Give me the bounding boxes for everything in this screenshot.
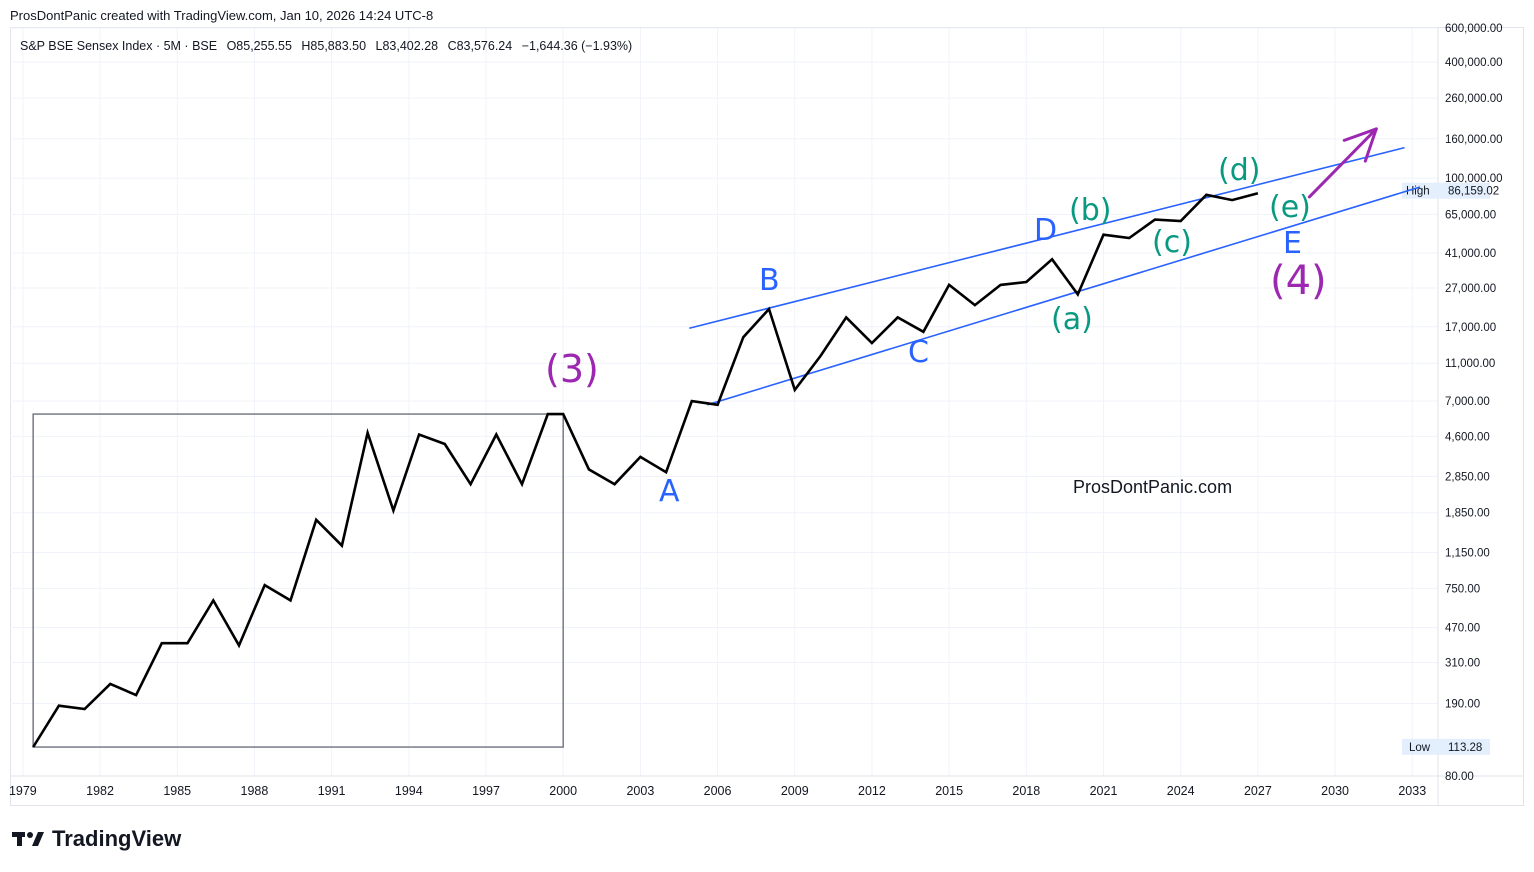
high-marker-bg	[1402, 182, 1490, 199]
drawings	[32, 127, 1421, 748]
x-tick-label: 2000	[549, 784, 577, 798]
y-tick-label: 310.00	[1445, 657, 1480, 669]
y-tick-label: 470.00	[1445, 623, 1480, 635]
forecast-arrow-shaft	[1307, 127, 1378, 199]
channel-lower-line	[707, 186, 1421, 406]
y-tick-label: 65,000.00	[1445, 209, 1496, 221]
y-tick-label: 1,850.00	[1445, 508, 1490, 520]
chart-credit: ProsDontPanic created with TradingView.c…	[10, 8, 434, 23]
tradingview-brand[interactable]: TradingView	[12, 826, 181, 852]
symbol-legend[interactable]: S&P BSE Sensex Index · 5M · BSE O85,255.…	[20, 39, 638, 53]
y-tick-label: 4,600.00	[1445, 431, 1490, 443]
wave-label-c: (c)	[1152, 225, 1192, 260]
x-tick-label: 2012	[858, 784, 886, 798]
x-tick-label: 2003	[626, 784, 654, 798]
wave-label-d: (d)	[1218, 153, 1261, 188]
y-tick-label: 11,000.00	[1445, 358, 1495, 370]
watermark-text: ProsDontPanic.com	[1073, 477, 1233, 497]
axes: 600,000.00 400,000.00 260,000.00 160,000.00…	[9, 23, 1524, 806]
low-marker-label: Low	[1409, 742, 1431, 754]
legend-low: L83,402.28	[375, 39, 439, 53]
x-tick-label: 2009	[781, 784, 809, 798]
consolidation-box	[32, 413, 564, 748]
y-tick-label: 7,000.00	[1445, 396, 1490, 408]
x-tick-label: 1988	[241, 784, 269, 798]
x-tick-label: 1994	[395, 784, 423, 798]
price-line	[32, 191, 1259, 748]
x-tick-label: 1991	[318, 784, 346, 798]
grid-lines	[10, 27, 1438, 777]
x-tick-label: 2024	[1167, 784, 1195, 798]
tradingview-logo-icon	[12, 832, 44, 846]
legend-high: H85,883.50	[301, 39, 367, 53]
x-tick-label: 1985	[163, 784, 191, 798]
y-tick-label: 160,000.00	[1445, 134, 1503, 146]
wave-label-A: A	[659, 474, 680, 509]
y-tick-label: 190.00	[1445, 698, 1480, 710]
wave-label-b: (b)	[1069, 193, 1112, 228]
low-marker-bg	[1402, 738, 1490, 755]
forecast-arrow-head	[1363, 127, 1378, 163]
wave-label-e: (e)	[1269, 190, 1311, 225]
x-tick-label: 2006	[704, 784, 732, 798]
legend-change: −1,644.36 (−1.93%)	[521, 39, 633, 53]
x-tick-label: 2015	[935, 784, 963, 798]
legend-close: C83,576.24	[447, 39, 513, 53]
wave-label-D: D	[1034, 213, 1058, 248]
y-tick-label: 27,000.00	[1445, 283, 1496, 295]
x-tick-label: 2021	[1090, 784, 1118, 798]
y-tick-label: 80.00	[1445, 771, 1474, 783]
y-tick-label: 750.00	[1445, 583, 1480, 595]
low-marker-value: 113.28	[1448, 742, 1482, 754]
wave-label-a: (a)	[1051, 302, 1093, 337]
y-tick-label: 260,000.00	[1445, 93, 1503, 105]
y-tick-label: 100,000.00	[1445, 173, 1503, 185]
legend-symbol: S&P BSE Sensex Index · 5M · BSE	[20, 39, 218, 53]
x-tick-label: 1997	[472, 784, 500, 798]
wave-label-B: B	[759, 263, 780, 298]
x-tick-label: 2027	[1244, 784, 1272, 798]
x-tick-label: 2018	[1012, 784, 1040, 798]
y-tick-label: 2,850.00	[1445, 471, 1490, 483]
y-tick-label: 400,000.00	[1445, 57, 1503, 69]
y-tick-label: 1,150.00	[1445, 548, 1490, 560]
x-tick-label: 1979	[9, 784, 37, 798]
wave-label-3: (3)	[545, 347, 599, 391]
price-series	[32, 191, 1259, 748]
channel-upper-line	[689, 146, 1405, 330]
y-tick-label: 17,000.00	[1445, 322, 1496, 334]
wave-label-C: C	[908, 335, 929, 370]
wave-label-E: E	[1283, 226, 1302, 261]
x-tick-label: 1982	[86, 784, 114, 798]
legend-open: O85,255.55	[226, 39, 292, 53]
forecast-arrow-head	[1342, 127, 1378, 142]
y-tick-label: 41,000.00	[1445, 248, 1496, 260]
x-tick-label: 2030	[1321, 784, 1349, 798]
brand-name: TradingView	[52, 826, 182, 851]
y-tick-label: 600,000.00	[1445, 23, 1503, 35]
x-tick-label: 2033	[1398, 784, 1426, 798]
wave-label-4: (4)	[1270, 258, 1327, 304]
high-marker-value: 86,159.02	[1448, 186, 1499, 198]
